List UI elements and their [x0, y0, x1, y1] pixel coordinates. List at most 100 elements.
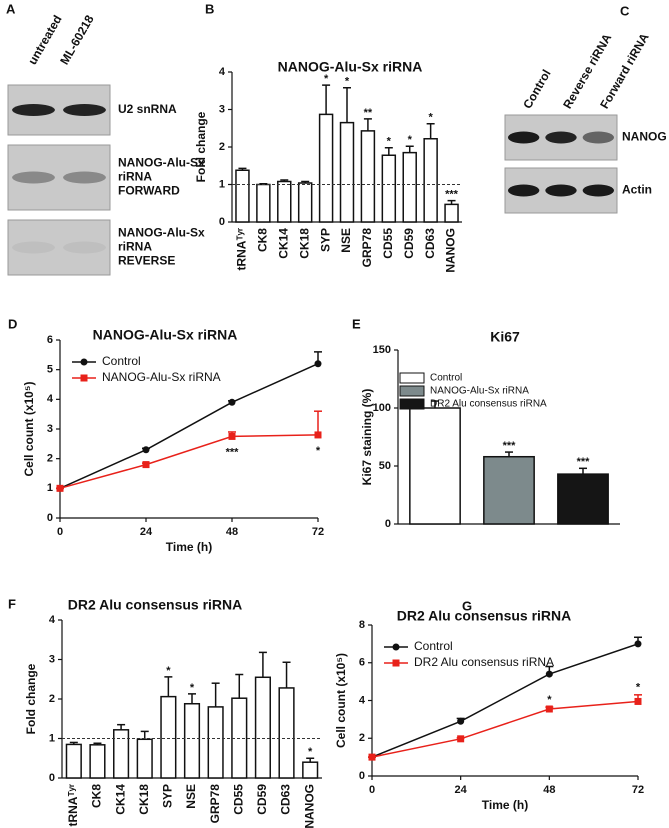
legend-label: Control	[102, 354, 141, 368]
significance: *	[408, 134, 413, 146]
bar	[89, 744, 106, 779]
x-axis-label: Time (h)	[166, 540, 212, 554]
row-label: FORWARD	[118, 184, 180, 198]
bar	[160, 695, 177, 779]
x-tick-label: CK8	[90, 784, 104, 808]
point	[634, 697, 642, 705]
blot	[7, 219, 111, 276]
x-tick-label: 48	[226, 526, 238, 538]
x-tick-label: NSE	[184, 784, 198, 809]
point	[545, 705, 553, 713]
y-tick-label: 1	[219, 178, 225, 190]
y-tick-label: 2	[219, 141, 225, 153]
row-label: riRNA	[118, 170, 152, 184]
bar	[360, 130, 376, 223]
x-tick-label: CK18	[137, 784, 151, 815]
chart-title: DR2 Alu consensus riRNA	[397, 608, 572, 624]
bar	[381, 154, 397, 223]
point	[457, 717, 465, 725]
bar	[444, 203, 459, 223]
y-tick-label: 6	[359, 657, 365, 669]
y-axis-label: Ki67 staining (%)	[360, 389, 374, 486]
point	[314, 431, 322, 439]
point	[457, 735, 465, 743]
x-tick-label: CD55	[381, 228, 395, 259]
x-tick-label: GRP78	[360, 228, 374, 268]
legend-label: NANOG-Alu-Sx riRNA	[430, 386, 529, 397]
y-tick-label: 1	[47, 482, 53, 494]
row-label: riRNA	[118, 240, 152, 254]
row-label: U2 snRNA	[118, 102, 177, 116]
significance: *	[387, 136, 392, 148]
y-tick-label: 2	[47, 453, 53, 465]
bar	[183, 702, 201, 779]
bar	[402, 151, 417, 223]
x-tick-label: NANOG	[302, 784, 316, 828]
bar	[423, 138, 438, 223]
significance: *	[324, 73, 329, 85]
band	[63, 241, 106, 254]
band	[63, 104, 106, 116]
x-axis-label: Time (h)	[482, 798, 528, 812]
significance: *	[166, 665, 171, 677]
panel-label: F	[8, 596, 16, 611]
y-tick-label: 6	[47, 334, 53, 346]
band	[507, 184, 540, 197]
x-tick-label: CD55	[231, 784, 245, 815]
significance: ***	[503, 440, 517, 452]
point	[368, 753, 376, 761]
legend-label: Control	[430, 373, 462, 384]
row-label: Actin	[622, 183, 652, 197]
x-tick-label: 72	[312, 526, 324, 538]
legend-swatch	[399, 398, 425, 410]
bar	[409, 407, 461, 525]
legend-swatch	[399, 385, 425, 397]
band	[63, 171, 106, 184]
bar	[277, 180, 292, 223]
significance: *	[636, 682, 641, 694]
band	[12, 241, 55, 254]
y-tick-label: 8	[359, 619, 365, 631]
y-tick-label: 4	[359, 694, 366, 706]
x-tick-label: GRP78	[208, 784, 222, 824]
x-tick-label: CK14	[276, 228, 290, 259]
x-tick-label: 24	[455, 784, 468, 796]
bar	[136, 738, 153, 779]
point	[142, 461, 150, 469]
point	[634, 640, 642, 648]
y-tick-label: 3	[49, 653, 55, 665]
significance: *	[308, 746, 313, 758]
panel-label: C	[620, 3, 630, 18]
x-tick-label: 24	[140, 526, 153, 538]
series-line	[59, 434, 319, 490]
y-tick-label: 3	[219, 103, 225, 115]
significance: *	[345, 76, 350, 88]
point	[314, 360, 322, 368]
row-label: NANOG	[622, 130, 667, 144]
legend-label: NANOG-Alu-Sx riRNA	[102, 370, 221, 384]
significance: *	[190, 682, 195, 694]
series-line	[59, 363, 319, 490]
bar	[557, 473, 609, 525]
column-label: Control	[520, 67, 553, 111]
y-tick-label: 100	[373, 402, 391, 414]
bar	[339, 121, 355, 223]
series-line	[371, 643, 639, 758]
bar	[113, 729, 130, 779]
significance: ***	[226, 446, 240, 458]
x-tick-label: CD63	[279, 784, 293, 815]
panel-label: E	[352, 316, 361, 331]
y-tick-label: 50	[379, 460, 391, 472]
bar	[318, 113, 334, 223]
legend-label: Control	[414, 639, 453, 653]
y-tick-label: 0	[49, 772, 55, 784]
bar	[254, 676, 271, 779]
significance: *	[547, 694, 552, 706]
panel-label: B	[205, 1, 214, 16]
chart-title: NANOG-Alu-Sx riRNA	[278, 59, 423, 75]
x-tick-label: 0	[369, 784, 375, 796]
row-label: NANOG-Alu-Sx	[118, 156, 205, 170]
row-label: NANOG-Alu-Sx	[118, 226, 205, 240]
